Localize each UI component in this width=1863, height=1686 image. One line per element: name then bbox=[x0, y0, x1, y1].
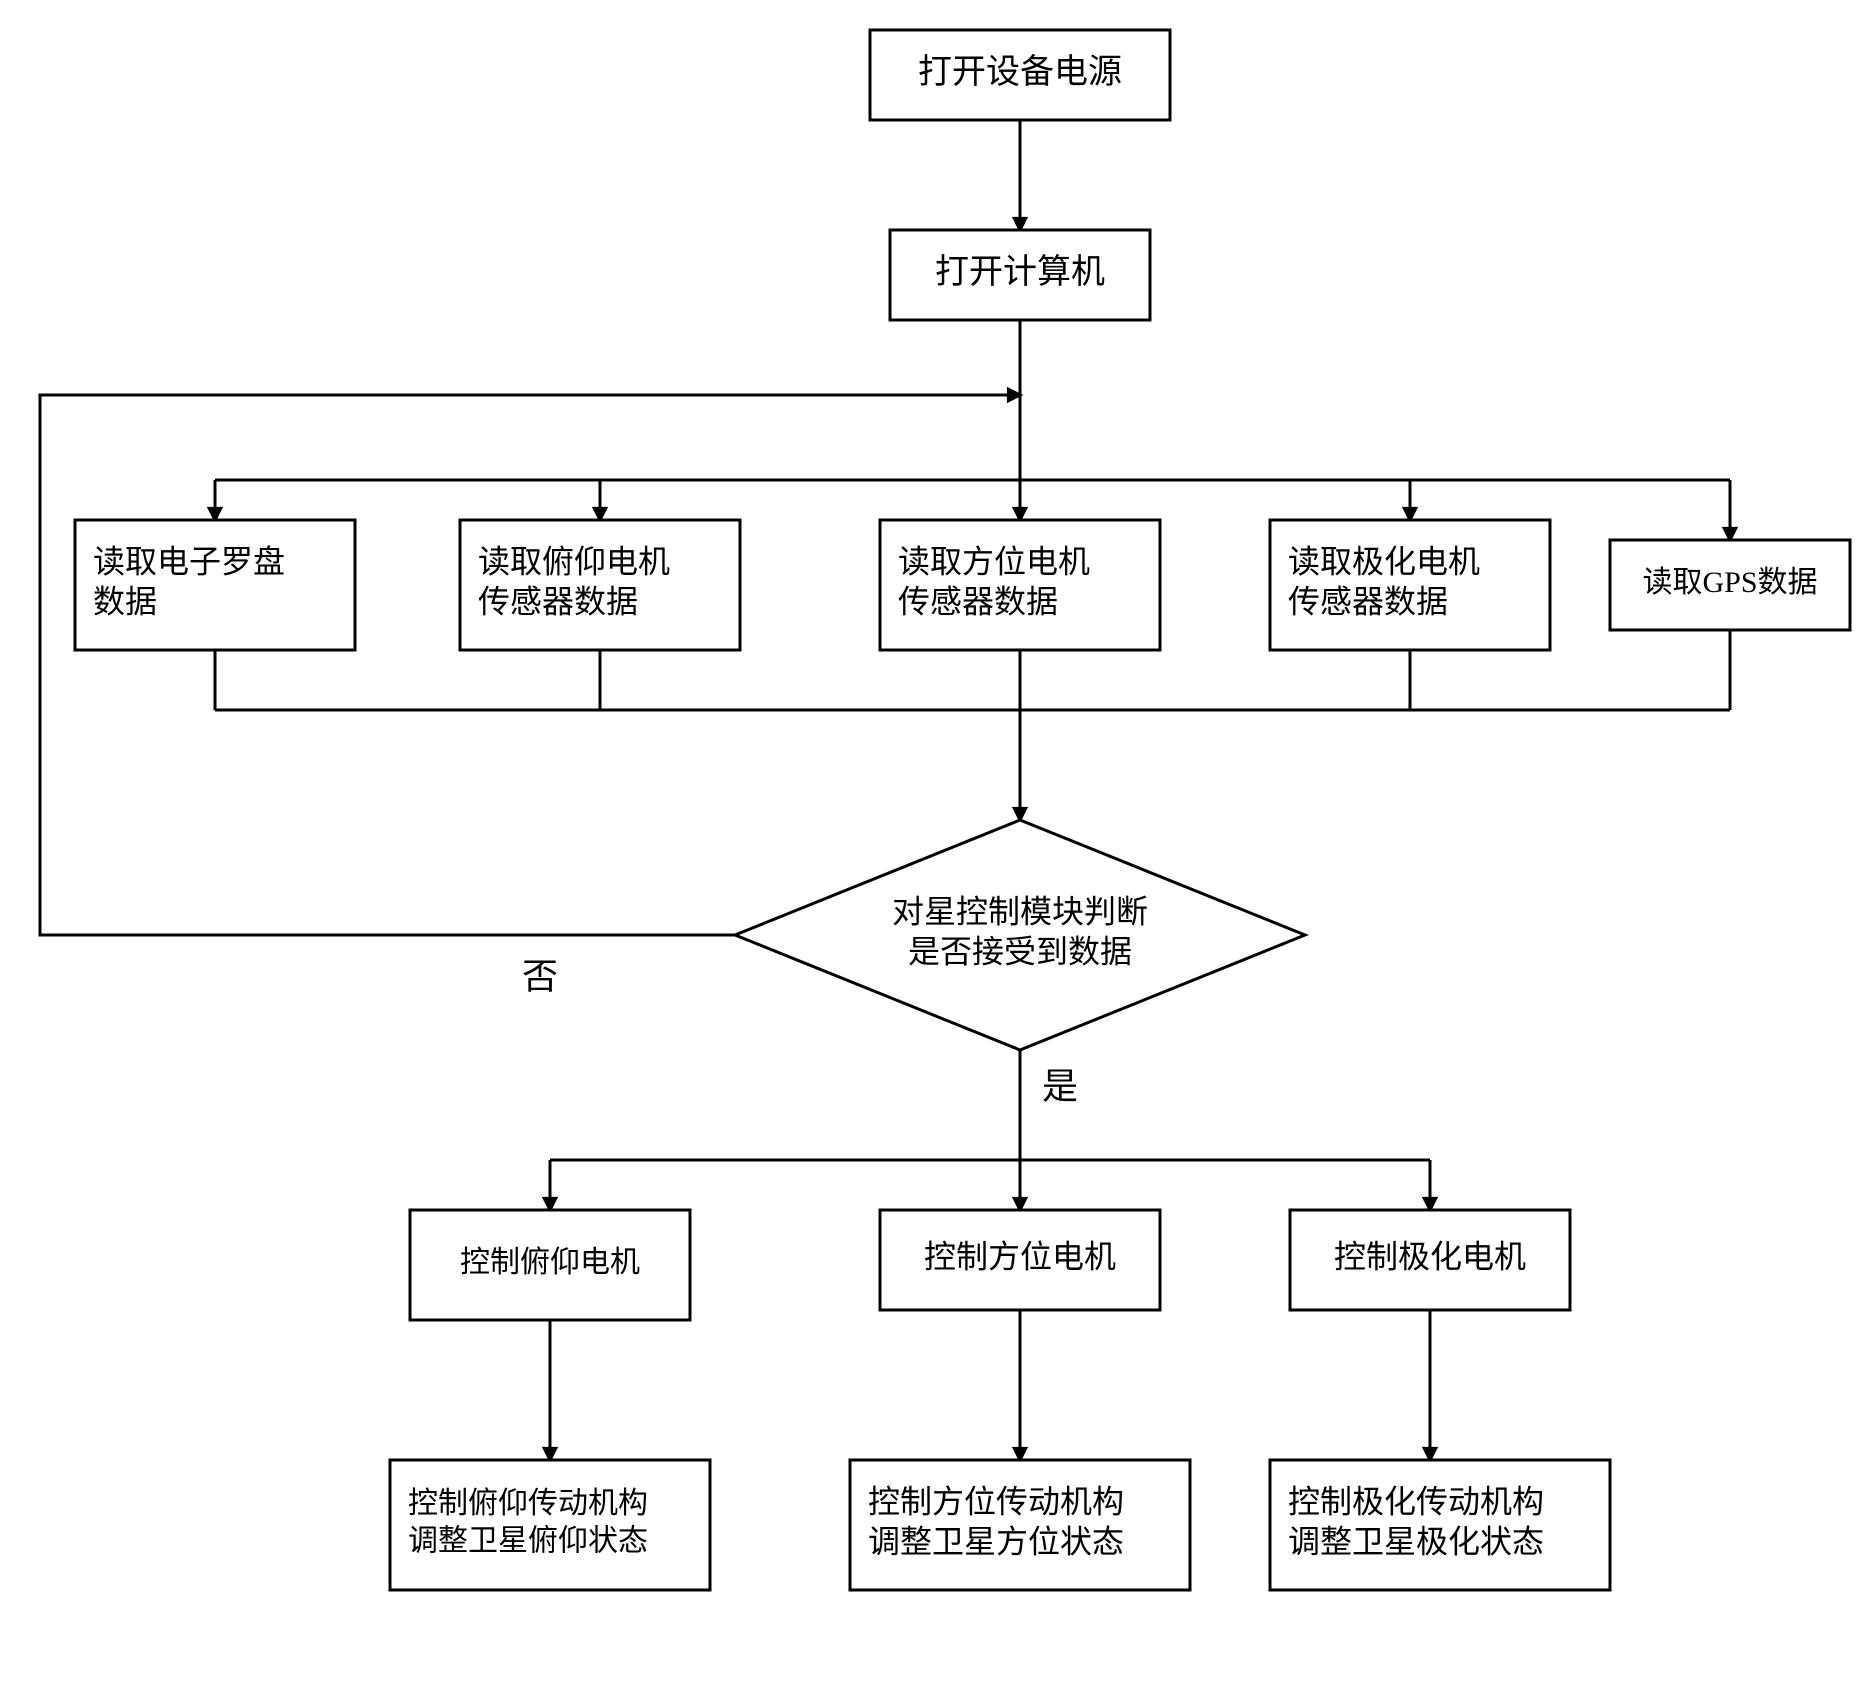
node-a2: 控制方位传动机构调整卫星方位状态 bbox=[850, 1460, 1190, 1590]
node-a1: 控制俯仰传动机构调整卫星俯仰状态 bbox=[390, 1460, 710, 1590]
node-r2: 读取俯仰电机传感器数据 bbox=[460, 520, 740, 650]
node-c3: 控制极化电机 bbox=[1290, 1210, 1570, 1310]
node-text: 数据 bbox=[93, 583, 157, 619]
node-text: 调整卫星俯仰状态 bbox=[408, 1525, 648, 1558]
node-text: 读取GPS数据 bbox=[1642, 566, 1817, 599]
node-r1: 读取电子罗盘数据 bbox=[75, 520, 355, 650]
node-text: 调整卫星方位状态 bbox=[868, 1523, 1124, 1559]
node-text: 是否接受到数据 bbox=[908, 933, 1132, 969]
node-text: 打开设备电源 bbox=[918, 53, 1122, 91]
node-text: 传感器数据 bbox=[898, 583, 1058, 619]
node-text: 控制俯仰电机 bbox=[460, 1246, 640, 1279]
node-n1: 打开设备电源 bbox=[870, 30, 1170, 120]
node-r4: 读取极化电机传感器数据 bbox=[1270, 520, 1550, 650]
node-text: 传感器数据 bbox=[1288, 583, 1448, 619]
node-text: 读取俯仰电机 bbox=[478, 543, 670, 579]
edge-label-no: 否 bbox=[522, 956, 558, 996]
node-c1: 控制俯仰电机 bbox=[410, 1210, 690, 1320]
node-text: 对星控制模块判断 bbox=[892, 893, 1148, 929]
node-text: 打开计算机 bbox=[935, 253, 1105, 291]
node-text: 读取电子罗盘 bbox=[93, 543, 285, 579]
node-text: 调整卫星极化状态 bbox=[1288, 1523, 1544, 1559]
node-r5: 读取GPS数据 bbox=[1610, 540, 1850, 630]
edge-no-loop bbox=[40, 395, 1020, 935]
node-r3: 读取方位电机传感器数据 bbox=[880, 520, 1160, 650]
node-text: 控制极化传动机构 bbox=[1288, 1483, 1544, 1519]
node-text: 控制极化电机 bbox=[1334, 1238, 1526, 1274]
node-a3: 控制极化传动机构调整卫星极化状态 bbox=[1270, 1460, 1610, 1590]
node-text: 控制方位电机 bbox=[924, 1238, 1116, 1274]
node-c2: 控制方位电机 bbox=[880, 1210, 1160, 1310]
node-text: 控制俯仰传动机构 bbox=[408, 1487, 648, 1520]
node-text: 控制方位传动机构 bbox=[868, 1483, 1124, 1519]
flowchart-canvas: 打开设备电源打开计算机读取电子罗盘数据读取俯仰电机传感器数据读取方位电机传感器数… bbox=[0, 0, 1863, 1686]
node-text: 读取极化电机 bbox=[1288, 543, 1480, 579]
node-text: 读取方位电机 bbox=[898, 543, 1090, 579]
node-n2: 打开计算机 bbox=[890, 230, 1150, 320]
node-d1: 对星控制模块判断是否接受到数据 bbox=[735, 820, 1305, 1050]
node-text: 传感器数据 bbox=[478, 583, 638, 619]
edge-label-yes: 是 bbox=[1042, 1066, 1078, 1106]
